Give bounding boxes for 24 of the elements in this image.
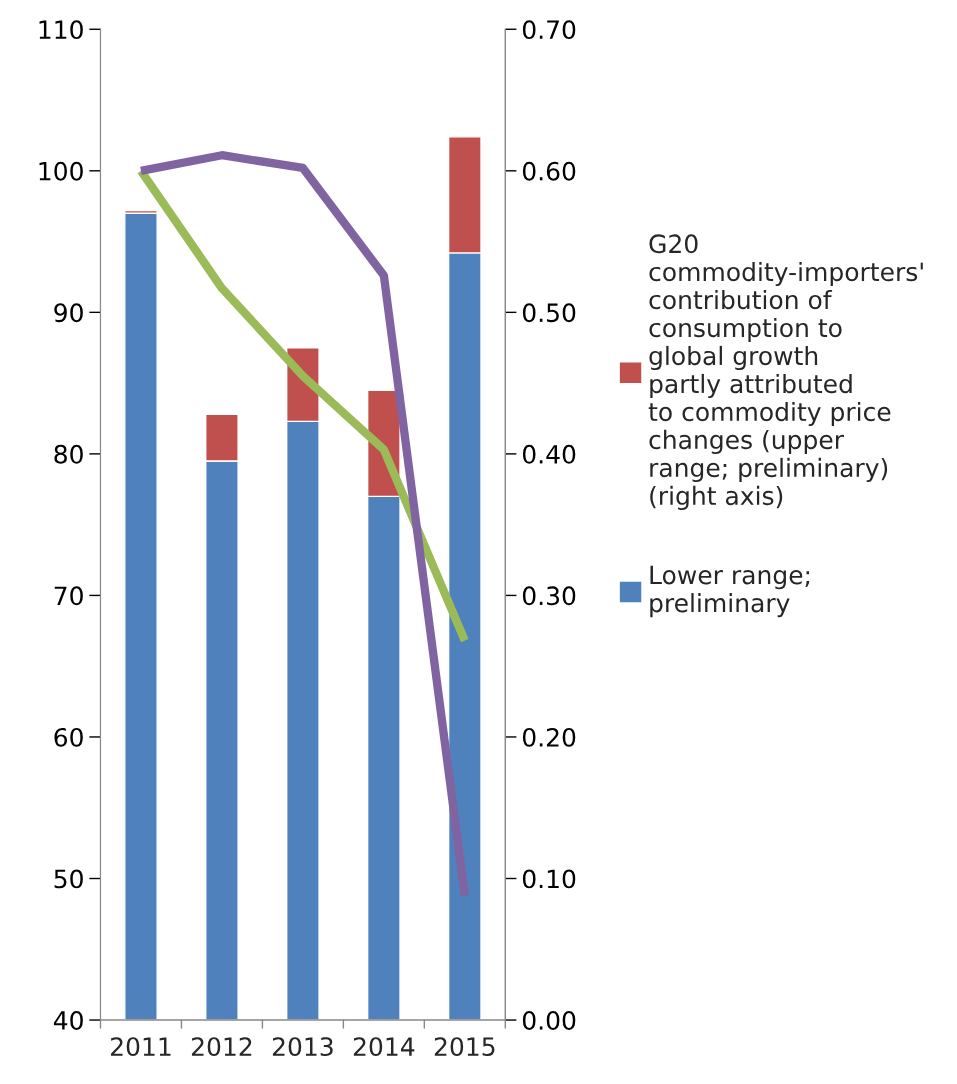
y-tick-label: 100 <box>39 161 83 181</box>
y2-tick-label: 0.30 <box>522 586 576 606</box>
y-tick-label: 70 <box>54 586 83 606</box>
x-tick-label: 2014 <box>353 1037 415 1057</box>
x-tick-label: 2012 <box>191 1037 252 1057</box>
legend-label: Lower range; preliminary <box>650 565 810 618</box>
y2-tick-label: 0.00 <box>522 1010 576 1030</box>
x-tick-label: 2013 <box>272 1037 333 1057</box>
y2-tick-label: 0.60 <box>522 161 576 181</box>
y-tick-label: 90 <box>54 303 83 323</box>
text: G20 commodity-importers' contribution of consumption to global growth partly attributed to commodity price changes (upper range; preliminary) (right axis) <box>648 234 923 511</box>
bar <box>124 212 158 1021</box>
y2-tick-label: 0.70 <box>522 20 576 40</box>
y2-tick-label: 0.20 <box>522 727 576 747</box>
y2-tick-label: 0.40 <box>522 444 576 464</box>
y-tick-label: 40 <box>53 1010 83 1030</box>
y2-tick-label: 0.10 <box>522 869 576 889</box>
y-tick-label: 110 <box>39 20 83 40</box>
y-tick-label: 50 <box>54 869 83 889</box>
x-tick-label: 2015 <box>434 1037 495 1057</box>
y-tick-label: 80 <box>54 444 83 464</box>
y2-tick-label: 0.50 <box>522 303 576 323</box>
x-tick-label: 2011 <box>110 1037 171 1057</box>
y-tick-label: 60 <box>54 727 83 747</box>
